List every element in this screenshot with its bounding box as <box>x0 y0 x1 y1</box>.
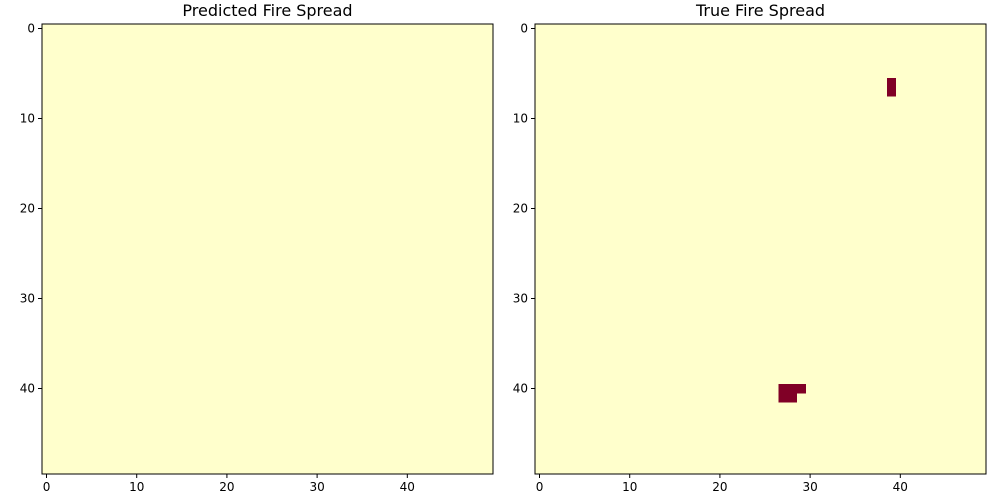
true-fire-cell-3 <box>787 384 797 394</box>
true-heatmap-background <box>535 24 986 474</box>
true-x-tick-label-40: 40 <box>893 480 908 494</box>
true-x-tick-label-30: 30 <box>802 480 817 494</box>
true-fire-spread-panel: 0 10 20 30 40 0 10 20 30 40 True Fire Spread <box>513 1 987 494</box>
true-y-tick-label-30: 30 <box>513 292 528 306</box>
true-fire-cell-1 <box>886 87 897 97</box>
predicted-y-tick-label-30: 30 <box>20 292 35 306</box>
true-y-tick-label-10: 10 <box>513 112 528 126</box>
true-fire-cell-0 <box>886 78 897 88</box>
true-y-tick-label-40: 40 <box>513 382 528 396</box>
true-fire-cell-2 <box>778 384 788 394</box>
predicted-y-tick-label-10: 10 <box>20 112 35 126</box>
true-chart-title: True Fire Spread <box>695 1 825 20</box>
predicted-y-tick-label-0: 0 <box>27 22 35 36</box>
predicted-axes-frame <box>41 23 494 475</box>
true-y-tick-label-0: 0 <box>520 22 528 36</box>
predicted-x-tick-label-20: 20 <box>219 480 234 494</box>
true-y-tick-label-20: 20 <box>513 202 528 216</box>
true-fire-cell-4 <box>796 384 806 394</box>
predicted-fire-spread-panel: 0 10 20 30 40 0 10 20 30 40 Predicted Fire Spread <box>20 1 494 494</box>
true-x-tick-label-10: 10 <box>622 480 637 494</box>
predicted-x-tick-label-40: 40 <box>400 480 415 494</box>
predicted-heatmap-background <box>42 24 493 474</box>
predicted-chart-title: Predicted Fire Spread <box>182 1 352 20</box>
true-axes-frame <box>534 23 987 475</box>
true-fire-cell-5 <box>778 393 788 403</box>
predicted-x-tick-label-0: 0 <box>43 480 51 494</box>
true-fire-cell-6 <box>787 393 797 403</box>
predicted-x-tick-label-30: 30 <box>309 480 324 494</box>
predicted-y-tick-label-20: 20 <box>20 202 35 216</box>
true-x-tick-label-0: 0 <box>536 480 544 494</box>
predicted-x-tick-label-10: 10 <box>129 480 144 494</box>
predicted-y-tick-label-40: 40 <box>20 382 35 396</box>
true-x-tick-label-20: 20 <box>712 480 727 494</box>
